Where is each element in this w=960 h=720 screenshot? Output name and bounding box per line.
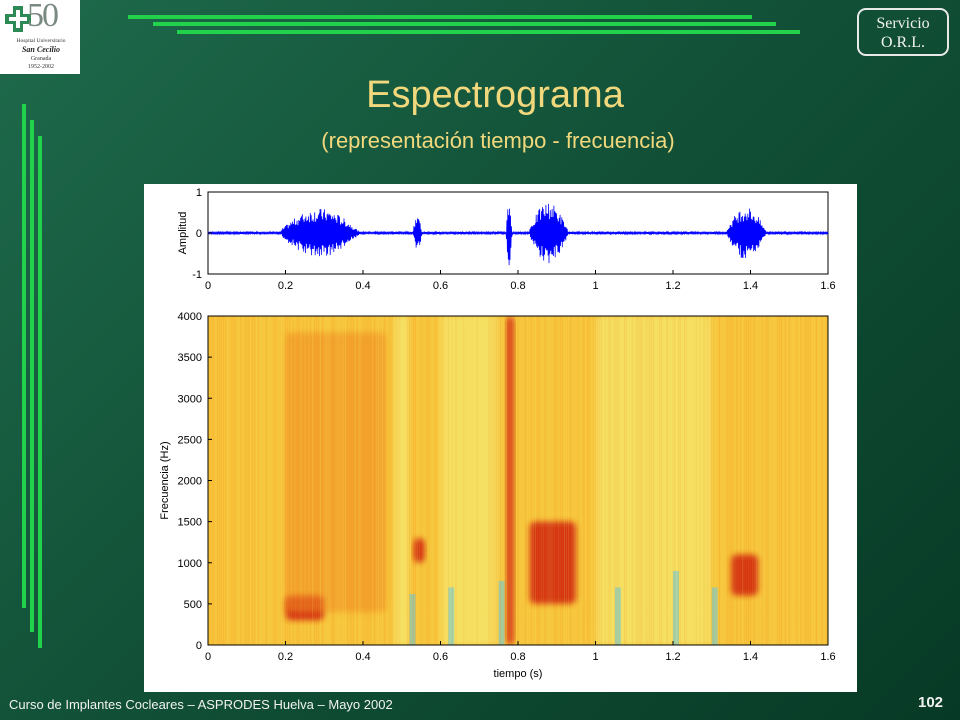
cross-icon xyxy=(5,6,31,32)
x-tick-label: 1.4 xyxy=(743,280,758,292)
logo-line-1: Hospital Universitario xyxy=(16,38,66,44)
cool-streak xyxy=(614,587,621,645)
x-tick-label: 0 xyxy=(205,651,211,663)
page-number: 102 xyxy=(918,694,944,711)
logo-line-2: San Cecilio xyxy=(21,45,60,54)
y-tick-label: 4000 xyxy=(178,311,202,323)
energy-region xyxy=(731,554,759,596)
logo-line-4: 1952-2002 xyxy=(28,64,54,70)
x-tick-label: 0.2 xyxy=(278,651,293,663)
hospital-logo: 50 Hospital Universitario San Cecilio Gr… xyxy=(0,0,80,74)
decor-line xyxy=(128,15,752,19)
y-tick-label: 1000 xyxy=(178,558,202,570)
logo-number: 50 xyxy=(27,0,59,34)
logo-line-3: Granada xyxy=(30,56,52,62)
spectrogram-xlabel: tiempo (s) xyxy=(494,668,543,680)
x-tick-label: 1 xyxy=(592,651,598,663)
x-tick-label: 0.6 xyxy=(433,651,448,663)
x-tick-label: 1.2 xyxy=(665,651,680,663)
x-tick-label: 1.6 xyxy=(820,651,835,663)
x-tick-label: 0.4 xyxy=(355,651,370,663)
cool-streak xyxy=(498,580,505,645)
cool-streak xyxy=(448,587,455,645)
y-tick-label: -1 xyxy=(192,269,202,281)
x-tick-label: 0 xyxy=(205,280,211,292)
y-tick-label: 1500 xyxy=(178,517,202,529)
badge-line-1: Servicio xyxy=(876,15,930,32)
decor-line xyxy=(38,136,42,648)
waveform-line xyxy=(207,203,829,266)
y-tick-label: 0 xyxy=(196,640,202,652)
y-tick-label: 1 xyxy=(196,187,202,199)
servicio-orl-badge: Servicio O.R.L. xyxy=(857,8,949,56)
waveform-ylabel: Amplitud xyxy=(177,212,189,255)
slide-title: Espectrograma xyxy=(366,74,624,116)
spectrogram-ylabel: Frecuencia (Hz) xyxy=(159,441,171,519)
energy-region xyxy=(285,332,387,613)
x-tick-label: 0.6 xyxy=(433,280,448,292)
x-tick-label: 1.4 xyxy=(743,651,758,663)
slide-subtitle: (representación tiempo - frecuencia) xyxy=(321,128,675,153)
y-tick-label: 3500 xyxy=(178,352,202,364)
decor-line xyxy=(30,120,34,632)
energy-region xyxy=(506,316,515,645)
cool-streak xyxy=(711,587,718,645)
energy-region xyxy=(413,538,425,563)
badge-line-2: O.R.L. xyxy=(881,34,925,51)
decor-line xyxy=(177,30,800,34)
y-tick-label: 2500 xyxy=(178,434,202,446)
y-tick-label: 500 xyxy=(184,599,202,611)
x-tick-label: 1 xyxy=(592,280,598,292)
decor-line xyxy=(22,104,26,608)
x-tick-label: 0.8 xyxy=(510,280,525,292)
x-tick-label: 0.4 xyxy=(355,280,370,292)
spectrogram-image xyxy=(208,316,828,645)
footer-text: Curso de Implantes Cocleares – ASPRODES … xyxy=(9,697,393,712)
decor-line xyxy=(153,22,776,26)
figure-panel: 0 0.2 0.4 0.6 0.8 1 1.2 1.4 1.6 1 0 -1 Amplitud 0 0.2… xyxy=(144,184,857,692)
cool-streak xyxy=(409,594,416,645)
cool-streak xyxy=(673,570,679,645)
quiet-region xyxy=(394,316,410,645)
x-tick-label: 1.2 xyxy=(665,280,680,292)
y-tick-label: 2000 xyxy=(178,476,202,488)
energy-region xyxy=(529,521,577,604)
x-tick-label: 0.8 xyxy=(510,651,525,663)
y-tick-label: 0 xyxy=(196,228,202,240)
x-tick-label: 1.6 xyxy=(820,280,835,292)
y-tick-label: 3000 xyxy=(178,393,202,405)
x-tick-label: 0.2 xyxy=(278,280,293,292)
spectrogram-plot: 0 0.2 0.4 0.6 0.8 1 1.2 1.4 1.6 0 500 1000 1500 2000 2… xyxy=(159,311,836,680)
